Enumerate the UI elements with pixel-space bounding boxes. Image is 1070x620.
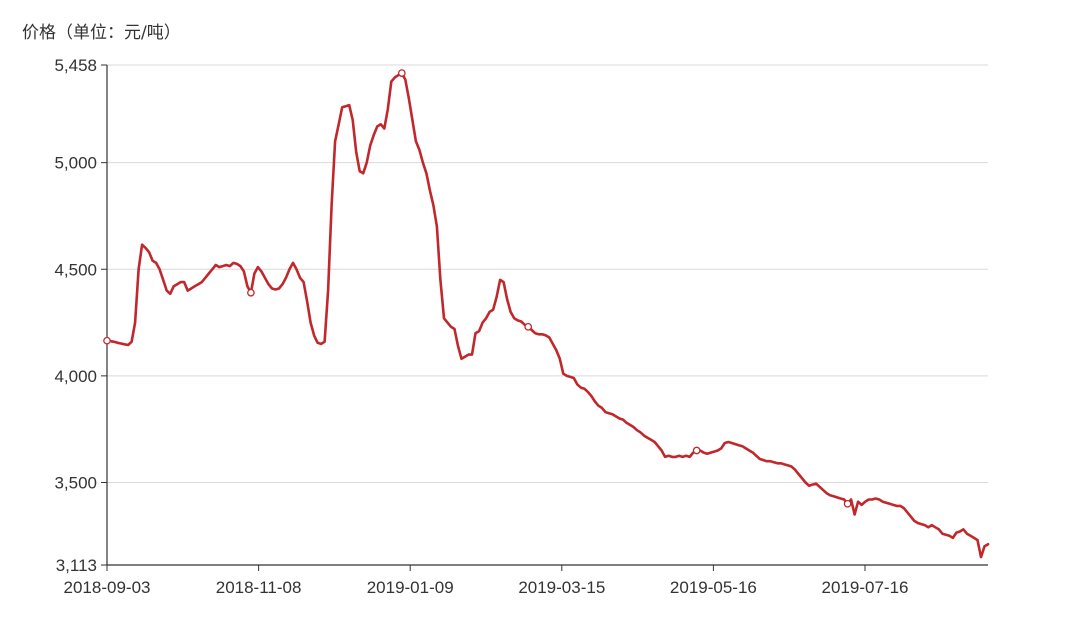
x-tick-label: 2019-05-16 xyxy=(670,578,757,597)
y-axis-unit-label: 价格（单位：元/吨） xyxy=(22,23,181,43)
axes: 3,113 3,500 4,000 4,500 5,000 5,458 2018-09-03… xyxy=(54,56,988,597)
x-tick-label: 2018-11-08 xyxy=(216,578,302,597)
x-tick-label: 2019-01-09 xyxy=(367,578,454,597)
data-point xyxy=(247,288,255,297)
data-point xyxy=(103,336,111,345)
y-tick-label: 4,000 xyxy=(54,367,97,386)
y-tick-label: 5,000 xyxy=(54,154,97,173)
series-markers xyxy=(103,69,852,508)
data-point xyxy=(397,69,406,77)
x-tick-label: 2019-03-15 xyxy=(518,578,605,597)
x-tick-label: 2019-07-16 xyxy=(822,578,909,597)
data-point xyxy=(843,499,852,508)
series-line xyxy=(105,71,990,559)
grid-lines xyxy=(107,64,988,483)
y-tick-label: 3,500 xyxy=(54,473,97,492)
data-point xyxy=(524,322,533,331)
y-tick-label: 5,458 xyxy=(54,56,97,75)
data-point xyxy=(692,446,701,455)
y-tick-label: 4,500 xyxy=(54,260,97,279)
series-layer xyxy=(105,71,990,559)
y-tick-label: 3,113 xyxy=(56,556,97,575)
x-tick-label: 2018-09-03 xyxy=(64,578,151,597)
